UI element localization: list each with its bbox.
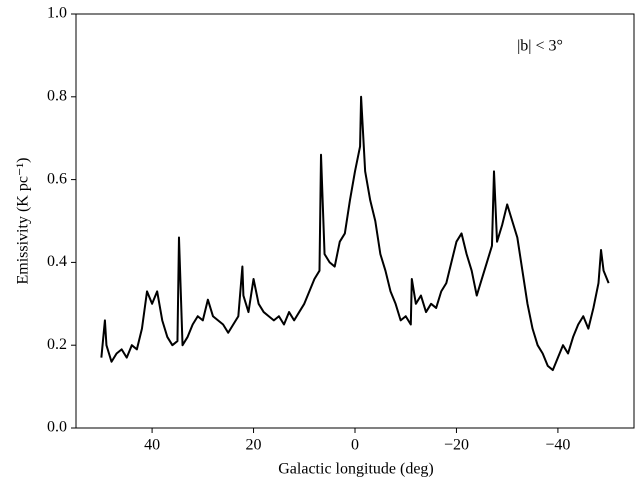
x-tick-label: 0 — [351, 437, 359, 454]
y-tick-label: 0.8 — [47, 87, 67, 104]
y-tick-label: 0.0 — [47, 419, 67, 436]
annotation: |b| < 3° — [517, 38, 563, 55]
y-tick-label: 1.0 — [47, 5, 67, 22]
y-tick-label: 0.4 — [47, 253, 67, 270]
x-axis-label: Galactic longitude (deg) — [278, 461, 434, 478]
y-axis-label: Emissivity (K pc⁻¹) — [15, 157, 32, 284]
x-tick-label: 20 — [246, 437, 262, 454]
y-tick-label: 0.6 — [47, 170, 67, 187]
x-tick-label: 40 — [144, 437, 160, 454]
x-tick-label: −20 — [444, 437, 469, 454]
data-line — [100, 95, 610, 372]
y-tick-label: 0.2 — [47, 336, 67, 353]
x-tick-label: −40 — [545, 437, 570, 454]
plot-frame — [75, 13, 635, 429]
